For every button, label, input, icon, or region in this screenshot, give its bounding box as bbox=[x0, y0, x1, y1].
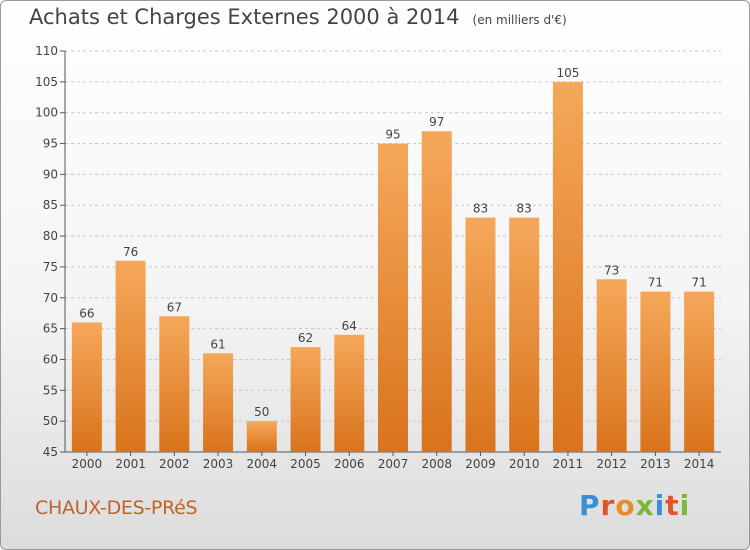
chart-title-unit: (en milliers d'€) bbox=[472, 13, 567, 27]
value-label-2010: 83 bbox=[517, 202, 532, 216]
commune-name: CHAUX-DES-PRéS bbox=[35, 497, 198, 519]
y-tick-label: 65 bbox=[43, 322, 58, 336]
x-tick-label-2008: 2008 bbox=[421, 457, 452, 471]
y-tick-label: 70 bbox=[43, 291, 58, 305]
value-label-2009: 83 bbox=[473, 202, 488, 216]
x-tick-label-2000: 2000 bbox=[72, 457, 103, 471]
x-tick-label-2003: 2003 bbox=[203, 457, 234, 471]
value-label-2003: 61 bbox=[210, 337, 225, 351]
y-tick-label: 100 bbox=[35, 106, 58, 120]
logo-letter: i bbox=[654, 489, 666, 522]
x-tick-label-2013: 2013 bbox=[640, 457, 671, 471]
bar-2003 bbox=[203, 353, 234, 452]
x-tick-label-2002: 2002 bbox=[159, 457, 190, 471]
value-label-2006: 64 bbox=[342, 319, 357, 333]
bar-2005 bbox=[290, 347, 321, 452]
bar-2014 bbox=[684, 291, 715, 452]
value-label-2013: 71 bbox=[648, 276, 663, 290]
logo-letter: r bbox=[600, 489, 616, 522]
y-tick-label: 110 bbox=[35, 44, 58, 58]
x-tick-label-2005: 2005 bbox=[290, 457, 321, 471]
bar-2002 bbox=[159, 316, 190, 452]
x-tick-label-2014: 2014 bbox=[684, 457, 715, 471]
value-label-2012: 73 bbox=[604, 263, 619, 277]
y-tick-label: 45 bbox=[43, 445, 58, 459]
logo-letter: i bbox=[679, 489, 691, 522]
y-tick-label: 85 bbox=[43, 198, 58, 212]
y-tick-label: 90 bbox=[43, 167, 58, 181]
x-tick-label-2009: 2009 bbox=[465, 457, 496, 471]
bar-2004 bbox=[246, 421, 277, 452]
value-label-2005: 62 bbox=[298, 331, 313, 345]
labels: 45 50 55 60 65 70 75 80 85 90 95 100 105 110 66 2000 76 2… bbox=[35, 44, 714, 471]
bar-2009 bbox=[465, 217, 496, 452]
y-tick-label: 80 bbox=[43, 229, 58, 243]
x-tick-label-2006: 2006 bbox=[334, 457, 365, 471]
bar-2006 bbox=[334, 334, 365, 452]
bar-2010 bbox=[509, 217, 540, 452]
value-label-2008: 97 bbox=[429, 115, 444, 129]
bar-2001 bbox=[115, 260, 146, 452]
logo-letter: P bbox=[579, 489, 601, 522]
value-label-2007: 95 bbox=[385, 128, 400, 142]
y-tick-label: 95 bbox=[43, 137, 58, 151]
x-tick-label-2004: 2004 bbox=[247, 457, 278, 471]
chart-title: Achats et Charges Externes 2000 à 2014 (… bbox=[29, 5, 567, 29]
x-tick-label-2001: 2001 bbox=[115, 457, 146, 471]
value-label-2001: 76 bbox=[123, 245, 138, 259]
chart-title-main: Achats et Charges Externes 2000 à 2014 bbox=[29, 5, 460, 29]
bar-2007 bbox=[378, 143, 408, 453]
value-label-2004: 50 bbox=[254, 405, 269, 419]
bar-2012 bbox=[596, 279, 627, 452]
logo-letter: t bbox=[665, 489, 680, 522]
value-label-2002: 67 bbox=[167, 300, 182, 314]
y-tick-label: 50 bbox=[43, 414, 58, 428]
proxiti-logo: Proxiti bbox=[579, 489, 690, 522]
bars bbox=[71, 81, 715, 453]
x-tick-label-2012: 2012 bbox=[596, 457, 627, 471]
bar-2013 bbox=[640, 291, 671, 452]
logo-letter: x bbox=[635, 489, 655, 522]
y-tick-label: 105 bbox=[35, 75, 58, 89]
y-tick-label: 75 bbox=[43, 260, 58, 274]
value-label-2011: 105 bbox=[556, 66, 579, 80]
value-label-2000: 66 bbox=[79, 306, 94, 320]
y-tick-label: 60 bbox=[43, 352, 58, 366]
bar-2011 bbox=[552, 81, 583, 452]
x-tick-label-2011: 2011 bbox=[553, 457, 584, 471]
bar-2008 bbox=[421, 131, 452, 452]
x-tick-label-2007: 2007 bbox=[378, 457, 409, 471]
logo-letter: o bbox=[615, 489, 636, 522]
y-tick-label: 55 bbox=[43, 383, 58, 397]
bar-2000 bbox=[71, 322, 102, 452]
value-label-2014: 71 bbox=[691, 276, 706, 290]
x-tick-label-2010: 2010 bbox=[509, 457, 540, 471]
